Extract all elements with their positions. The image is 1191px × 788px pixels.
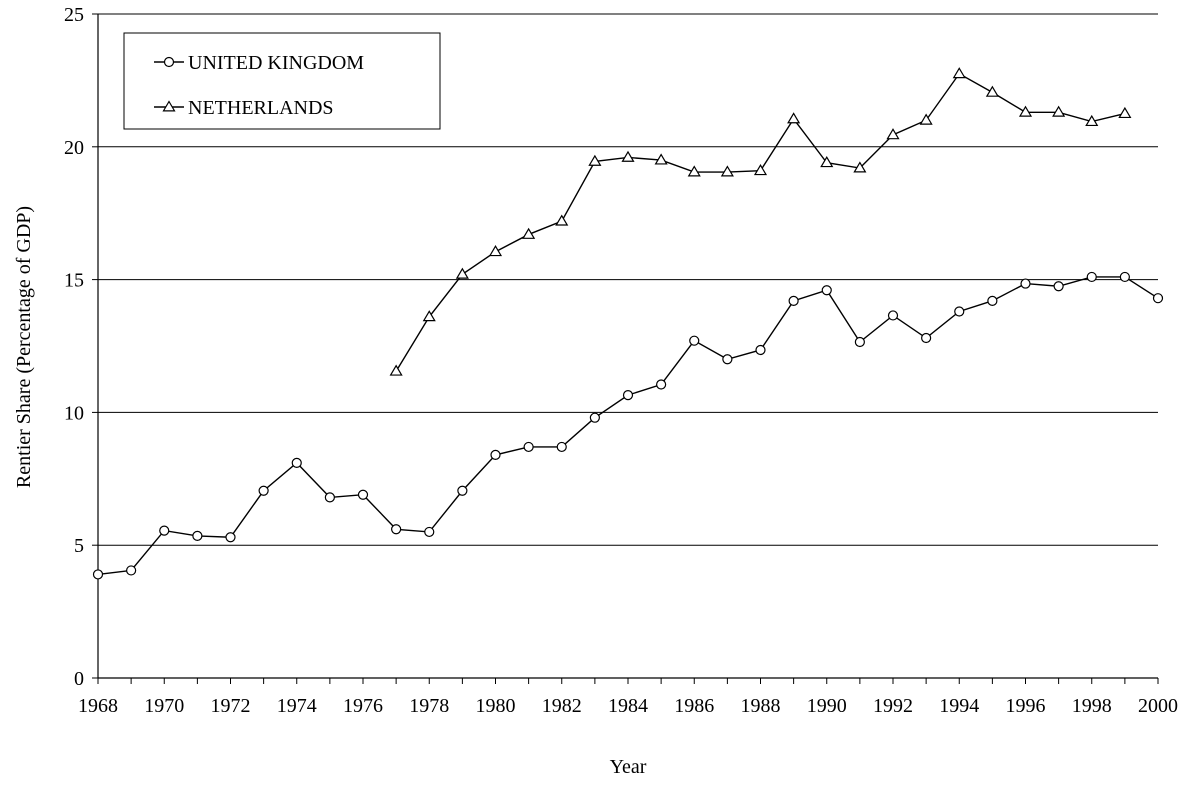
data-point-united-kingdom-1985 xyxy=(656,379,667,390)
data-point-netherlands-1981 xyxy=(522,227,536,239)
data-point-netherlands-1996 xyxy=(1018,105,1033,117)
data-point-united-kingdom-1998 xyxy=(1086,271,1097,283)
gridlines xyxy=(98,13,1158,546)
data-point-united-kingdom-1981 xyxy=(523,441,534,453)
data-point-united-kingdom-1970 xyxy=(159,525,170,536)
data-point-united-kingdom-1978 xyxy=(424,526,435,538)
data-point-netherlands-1984 xyxy=(621,150,635,162)
data-point-netherlands-1988 xyxy=(753,164,768,176)
x-tick-label-1982: 1982 xyxy=(542,695,582,717)
y-axis-title: Rentier Share (Percentage of GDP) xyxy=(13,206,35,488)
data-point-netherlands-1978 xyxy=(422,310,436,322)
series-united-kingdom xyxy=(92,271,1164,580)
x-tick-label-1990: 1990 xyxy=(807,695,847,717)
y-tick-label-15: 15 xyxy=(64,270,84,292)
data-point-netherlands-1986 xyxy=(687,165,701,177)
x-tick-label-1988: 1988 xyxy=(741,695,781,717)
data-point-united-kingdom-1974 xyxy=(291,457,302,468)
data-point-netherlands-1992 xyxy=(886,128,900,140)
legend-label-netherlands: NETHERLANDS xyxy=(188,97,334,119)
x-tick-label-1994: 1994 xyxy=(939,695,979,717)
data-point-united-kingdom-1984 xyxy=(622,390,634,401)
x-tick-label-1986: 1986 xyxy=(674,695,714,717)
data-point-netherlands-1994 xyxy=(952,67,966,79)
data-point-united-kingdom-2000 xyxy=(1152,293,1164,304)
x-tick-label-1998: 1998 xyxy=(1072,695,1112,717)
data-point-netherlands-1987 xyxy=(720,165,734,177)
legend-label-united-kingdom: UNITED KINGDOM xyxy=(188,52,364,74)
y-tick-label-10: 10 xyxy=(64,402,84,424)
x-tick-label-2000: 2000 xyxy=(1138,695,1178,717)
data-point-united-kingdom-1988 xyxy=(755,344,766,356)
axes: 0 5 10 15 20 25 1968 1970 1972 1974 1976 1978 1980 19… xyxy=(64,4,1178,717)
data-point-united-kingdom-1989 xyxy=(788,295,799,306)
data-point-united-kingdom-1979 xyxy=(457,485,468,496)
data-point-united-kingdom-1994 xyxy=(954,306,965,317)
data-point-netherlands-1980 xyxy=(488,245,503,257)
data-point-united-kingdom-1980 xyxy=(490,449,501,460)
data-point-netherlands-1995 xyxy=(985,85,999,97)
legend: UNITED KINGDOM NETHERLANDS xyxy=(123,32,441,130)
data-point-united-kingdom-1991 xyxy=(854,336,865,348)
data-point-netherlands-1989 xyxy=(787,112,801,124)
data-point-netherlands-1983 xyxy=(588,154,602,166)
data-point-united-kingdom-1987 xyxy=(722,354,733,365)
data-point-netherlands-1991 xyxy=(853,161,867,173)
data-point-united-kingdom-1992 xyxy=(887,310,899,321)
x-tick-label-1992: 1992 xyxy=(873,695,913,717)
y-tick-label-20: 20 xyxy=(64,137,84,159)
data-point-netherlands-1979 xyxy=(455,267,469,279)
data-point-united-kingdom-1983 xyxy=(589,412,600,423)
x-tick-label-1976: 1976 xyxy=(343,695,383,717)
x-tick-label-1970: 1970 xyxy=(144,695,184,717)
data-point-united-kingdom-1968 xyxy=(92,569,104,580)
legend-marker-netherlands xyxy=(162,100,176,112)
data-point-netherlands-1998 xyxy=(1085,114,1099,127)
x-tick-label-1972: 1972 xyxy=(211,695,251,717)
data-point-united-kingdom-1976 xyxy=(357,489,369,500)
data-point-united-kingdom-1971 xyxy=(192,530,203,542)
legend-marker-united-kingdom xyxy=(163,56,175,68)
x-tick-label-1980: 1980 xyxy=(476,695,516,717)
data-point-netherlands-1977 xyxy=(389,364,403,376)
x-tick-label-1978: 1978 xyxy=(409,695,449,717)
data-point-united-kingdom-1977 xyxy=(391,524,402,535)
data-point-united-kingdom-1993 xyxy=(921,332,932,344)
x-tick-label-1996: 1996 xyxy=(1006,695,1046,717)
data-point-netherlands-1997 xyxy=(1052,105,1066,117)
data-point-united-kingdom-1982 xyxy=(556,441,567,453)
data-point-united-kingdom-1986 xyxy=(689,335,700,346)
x-axis-title: Year xyxy=(610,756,647,778)
data-point-united-kingdom-1972 xyxy=(225,532,236,543)
data-point-united-kingdom-1996 xyxy=(1020,278,1031,289)
data-point-united-kingdom-1999 xyxy=(1119,271,1130,283)
data-point-united-kingdom-1975 xyxy=(324,492,335,503)
legend-item-united-kingdom: UNITED KINGDOM xyxy=(154,52,364,74)
data-point-united-kingdom-1997 xyxy=(1053,281,1064,292)
data-point-netherlands-1985 xyxy=(654,153,668,165)
series-netherlands xyxy=(389,67,1132,376)
data-point-united-kingdom-1973 xyxy=(258,485,269,496)
y-tick-label-0: 0 xyxy=(74,668,84,690)
data-point-netherlands-1999 xyxy=(1118,106,1132,119)
x-tick-label-1974: 1974 xyxy=(277,695,317,717)
data-point-united-kingdom-1969 xyxy=(126,565,137,576)
x-tick-label-1968: 1968 xyxy=(78,695,118,717)
data-point-netherlands-1990 xyxy=(820,156,834,168)
legend-item-netherlands: NETHERLANDS xyxy=(154,97,334,119)
data-point-united-kingdom-1990 xyxy=(821,285,832,296)
x-tick-label-1984: 1984 xyxy=(608,695,648,717)
y-tick-label-5: 5 xyxy=(74,535,84,557)
legend-box xyxy=(123,32,441,130)
data-point-netherlands-1993 xyxy=(919,113,933,125)
data-point-united-kingdom-1995 xyxy=(987,295,998,306)
series-line-united-kingdom xyxy=(97,276,1159,576)
y-tick-label-25: 25 xyxy=(64,4,84,26)
series-line-netherlands xyxy=(395,72,1126,372)
series-layer xyxy=(92,67,1164,580)
data-point-netherlands-1982 xyxy=(555,214,569,226)
